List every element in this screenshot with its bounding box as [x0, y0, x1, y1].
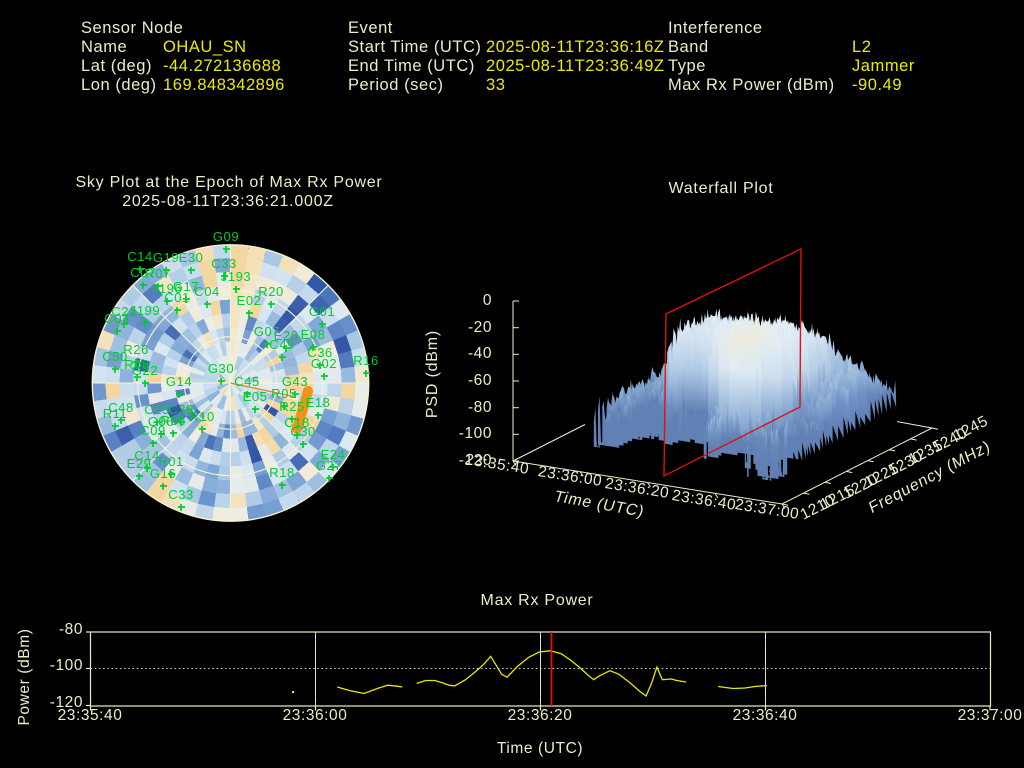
svg-text:E24: E24 [321, 447, 346, 462]
svg-text:R18: R18 [269, 465, 295, 480]
svg-text:R20: R20 [258, 284, 284, 299]
svg-text:C03: C03 [104, 311, 130, 326]
svg-text:J193: J193 [221, 269, 251, 284]
svg-text:C39: C39 [168, 402, 194, 417]
svg-text:E08: E08 [301, 327, 326, 342]
svg-text:G19: G19 [153, 250, 179, 265]
svg-text:C14: C14 [134, 448, 160, 463]
svg-text:C33: C33 [211, 256, 237, 271]
svg-text:R25: R25 [279, 399, 305, 414]
svg-text:E02: E02 [237, 293, 262, 308]
svg-text:G07: G07 [254, 324, 280, 339]
svg-text:G16: G16 [150, 466, 176, 481]
svg-text:J196: J196 [152, 281, 182, 296]
svg-text:C14: C14 [127, 249, 153, 264]
svg-text:G30: G30 [208, 361, 234, 376]
svg-text:C21: C21 [111, 304, 137, 319]
svg-text:C33: C33 [168, 487, 194, 502]
svg-text:R26: R26 [123, 342, 149, 357]
svg-text:C45: C45 [234, 374, 260, 389]
svg-text:G14: G14 [166, 374, 192, 389]
svg-text:G09: G09 [213, 229, 239, 244]
svg-text:G02: G02 [311, 356, 337, 371]
svg-text:C09: C09 [140, 423, 166, 438]
svg-text:R07: R07 [145, 266, 171, 281]
svg-text:G01: G01 [309, 304, 335, 319]
svg-text:E30: E30 [179, 250, 204, 265]
svg-text:G27: G27 [316, 458, 342, 473]
svg-text:C25: C25 [144, 402, 170, 417]
svg-text:C30: C30 [290, 424, 316, 439]
svg-text:C50: C50 [102, 349, 128, 364]
svg-text:R16: R16 [353, 353, 379, 368]
svg-text:R01: R01 [158, 454, 184, 469]
svg-text:C04: C04 [194, 284, 220, 299]
svg-text:C49: C49 [269, 337, 295, 352]
svg-text:R05: R05 [271, 386, 297, 401]
svg-text:G43: G43 [282, 374, 308, 389]
svg-text:G17: G17 [173, 279, 199, 294]
svg-text:R11: R11 [103, 406, 128, 421]
svg-text:C48: C48 [108, 400, 134, 415]
svg-text:R10: R10 [189, 409, 215, 424]
svg-text:G22: G22 [132, 363, 158, 378]
svg-text:R06: R06 [160, 413, 186, 428]
svg-text:E05: E05 [243, 389, 268, 404]
svg-text:E26: E26 [274, 328, 299, 343]
svg-text:J199: J199 [130, 303, 160, 318]
svg-text:C07: C07 [130, 265, 156, 280]
svg-text:E18: E18 [306, 395, 331, 410]
